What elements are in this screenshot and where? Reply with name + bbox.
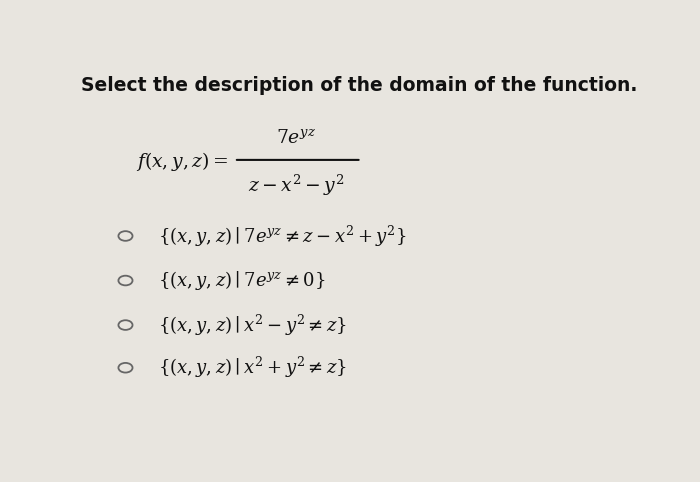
Text: $\{(x, y, z)\mid 7e^{yz} \neq 0\}$: $\{(x, y, z)\mid 7e^{yz} \neq 0\}$ bbox=[158, 269, 326, 292]
Text: Select the description of the domain of the function.: Select the description of the domain of … bbox=[80, 76, 637, 95]
Text: $\{(x, y, z)\mid x^2 - y^2 \neq z\}$: $\{(x, y, z)\mid x^2 - y^2 \neq z\}$ bbox=[158, 312, 347, 338]
Text: $7e^{yz}$: $7e^{yz}$ bbox=[276, 128, 316, 147]
Text: $z - x^2 - y^2$: $z - x^2 - y^2$ bbox=[248, 174, 344, 199]
Text: $\{(x, y, z)\mid 7e^{yz} \neq z - x^2 + y^2\}$: $\{(x, y, z)\mid 7e^{yz} \neq z - x^2 + … bbox=[158, 223, 406, 249]
Text: $f(x, y, z) =$: $f(x, y, z) =$ bbox=[136, 150, 228, 173]
Text: $\{(x, y, z)\mid x^2 + y^2 \neq z\}$: $\{(x, y, z)\mid x^2 + y^2 \neq z\}$ bbox=[158, 355, 347, 380]
